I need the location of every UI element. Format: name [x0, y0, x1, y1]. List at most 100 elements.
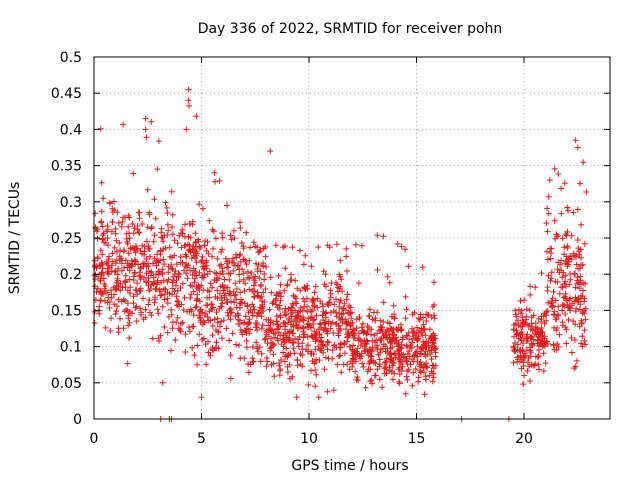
data-point — [150, 274, 157, 281]
data-point — [574, 206, 581, 213]
outlier-point — [183, 126, 190, 133]
data-point — [238, 239, 245, 246]
data-point — [101, 285, 108, 292]
data-point — [210, 245, 216, 252]
data-point — [575, 265, 582, 272]
data-point — [223, 325, 230, 332]
data-point — [177, 285, 184, 291]
data-point — [108, 315, 115, 322]
data-point — [337, 352, 343, 359]
data-point — [361, 345, 368, 352]
data-point — [290, 339, 297, 346]
data-point — [581, 298, 588, 305]
data-point — [350, 342, 357, 349]
data-point — [556, 331, 563, 338]
data-point — [512, 321, 519, 328]
data-point — [204, 287, 211, 294]
data-point — [313, 312, 320, 319]
data-point — [423, 311, 430, 318]
data-point — [526, 307, 533, 314]
data-point — [270, 320, 277, 327]
data-point — [247, 326, 254, 333]
data-point — [562, 311, 569, 317]
data-point — [344, 268, 350, 274]
data-point — [191, 352, 198, 359]
data-point — [229, 330, 236, 337]
data-point — [219, 300, 226, 307]
data-point — [221, 294, 228, 301]
data-point — [568, 334, 575, 341]
data-point — [324, 346, 331, 353]
data-point — [166, 244, 173, 251]
data-point — [340, 361, 347, 368]
data-point — [520, 340, 526, 347]
data-point — [562, 293, 569, 300]
data-point — [423, 318, 430, 324]
data-point — [322, 342, 329, 349]
data-point — [113, 279, 120, 286]
data-point — [402, 246, 409, 253]
data-point — [134, 291, 141, 298]
y-tick-label: 0.5 — [60, 50, 82, 66]
y-tick-label: 0.05 — [51, 376, 82, 392]
data-point — [134, 226, 141, 233]
data-point — [242, 313, 249, 320]
data-point — [576, 285, 583, 292]
data-point — [169, 325, 176, 332]
data-point — [358, 242, 365, 249]
data-point — [294, 313, 301, 320]
data-point — [277, 281, 284, 288]
data-point — [412, 366, 419, 372]
data-point — [174, 240, 181, 247]
data-point — [131, 257, 138, 263]
y-tick-label: 0 — [73, 412, 82, 428]
data-point — [200, 318, 207, 325]
data-point — [144, 186, 151, 193]
data-point — [360, 364, 367, 370]
data-point — [544, 228, 551, 235]
data-point — [292, 277, 299, 284]
data-point — [525, 322, 532, 329]
data-point — [209, 323, 216, 329]
data-point — [273, 291, 280, 298]
data-point — [319, 312, 326, 318]
data-point — [227, 316, 234, 323]
data-point — [107, 200, 113, 207]
data-point — [177, 320, 184, 327]
data-point — [289, 330, 296, 337]
data-point — [187, 295, 194, 301]
data-point — [209, 332, 216, 339]
data-point — [112, 311, 119, 317]
data-point — [229, 259, 236, 266]
data-point — [164, 295, 171, 302]
data-point — [404, 376, 411, 383]
data-point — [530, 336, 537, 343]
data-point — [572, 284, 579, 291]
data-point — [202, 238, 208, 245]
data-point — [165, 276, 172, 283]
data-point — [297, 361, 304, 368]
data-point — [519, 331, 526, 338]
outlier-point — [159, 379, 166, 386]
y-axis-label: SRMTID / TECUs — [7, 182, 23, 295]
data-point — [150, 238, 157, 245]
data-point — [279, 336, 286, 343]
data-point — [319, 341, 326, 348]
data-point — [539, 341, 546, 348]
data-point — [581, 337, 588, 344]
data-point — [168, 347, 174, 354]
data-point — [158, 229, 165, 236]
data-point — [194, 342, 201, 349]
data-point — [232, 313, 239, 319]
data-point — [343, 318, 350, 325]
data-point — [354, 374, 361, 380]
data-point — [170, 273, 177, 280]
x-axis-label: GPS time / hours — [291, 458, 408, 474]
data-point — [275, 272, 282, 279]
outlier-point — [572, 137, 579, 144]
data-point — [258, 313, 265, 320]
data-point — [253, 324, 260, 331]
data-point — [294, 325, 301, 332]
data-point — [202, 341, 209, 348]
data-point — [145, 243, 152, 250]
